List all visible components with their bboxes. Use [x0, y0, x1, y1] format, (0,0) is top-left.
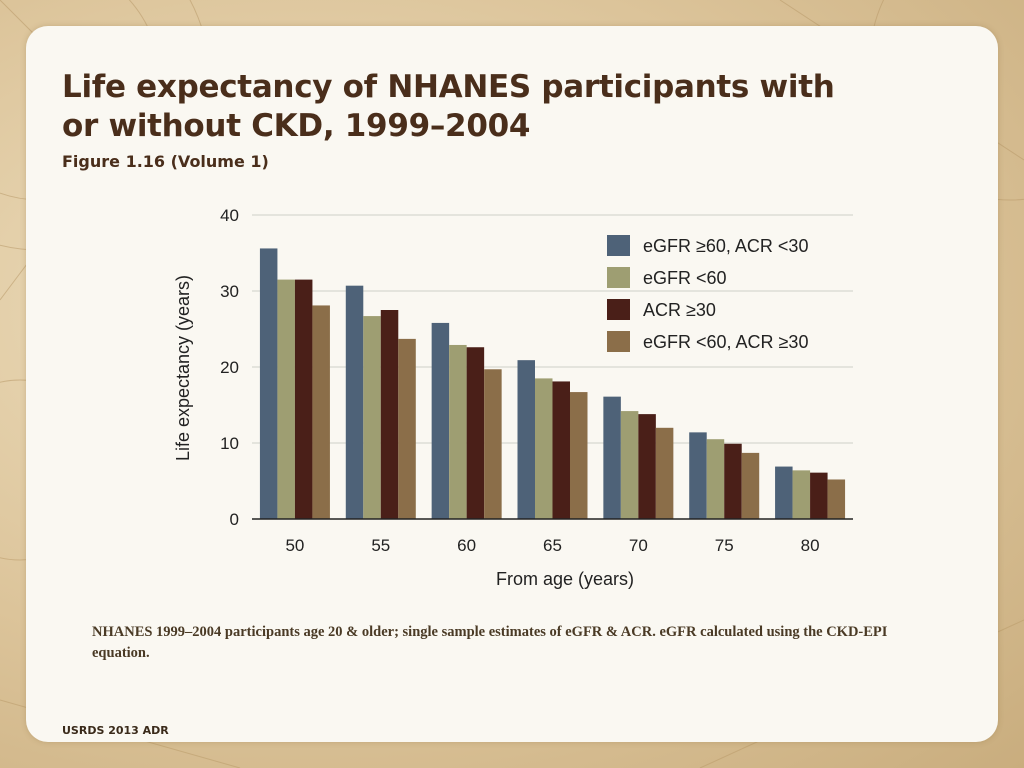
y-tick-label: 10 [220, 434, 239, 453]
bar [552, 381, 570, 519]
legend-swatch [607, 299, 630, 320]
legend-label: ACR ≥30 [643, 300, 716, 320]
bar [706, 439, 725, 519]
y-tick-label: 40 [220, 206, 239, 225]
bar [345, 285, 364, 519]
x-tick-label: 55 [371, 536, 390, 555]
y-tick-label: 0 [230, 510, 239, 529]
bar [484, 369, 502, 519]
bar [741, 452, 760, 519]
bar [259, 248, 278, 519]
x-tick-label: 65 [543, 536, 562, 555]
bar [689, 432, 707, 519]
slide-card [26, 26, 998, 742]
bar [603, 396, 621, 519]
x-tick-label: 75 [715, 536, 734, 555]
legend-swatch [607, 267, 630, 288]
footnote: NHANES 1999–2004 participants age 20 & o… [92, 624, 888, 661]
legend-label: eGFR <60 [643, 268, 727, 288]
bar [810, 472, 828, 519]
bar [775, 466, 793, 519]
bar [431, 322, 450, 519]
slide-title: Life expectancy of NHANES participants w… [62, 69, 835, 144]
bar [827, 479, 846, 519]
bar [792, 470, 811, 519]
source-footer: USRDS 2013 ADR [62, 724, 169, 737]
legend-label: eGFR ≥60, ACR <30 [643, 236, 808, 256]
bar [466, 347, 485, 519]
bar [535, 378, 553, 519]
x-tick-label: 70 [629, 536, 648, 555]
bar [277, 279, 295, 519]
legend: eGFR ≥60, ACR <30 eGFR <60 ACR ≥30 eGFR <60… [607, 235, 808, 352]
x-tick-label: 60 [457, 536, 476, 555]
bar [517, 360, 535, 519]
legend-label: eGFR <60, ACR ≥30 [643, 332, 808, 352]
legend-swatch [607, 331, 630, 352]
bar [398, 338, 416, 519]
x-tick-label: 50 [285, 536, 304, 555]
y-tick-label: 30 [220, 282, 239, 301]
bar [380, 310, 399, 519]
bar [638, 414, 656, 519]
figure-caption: Figure 1.16 (Volume 1) [62, 152, 269, 171]
bar [449, 344, 467, 519]
y-tick-label: 20 [220, 358, 239, 377]
bar [312, 305, 330, 519]
bar [363, 316, 381, 519]
bar [620, 411, 639, 519]
y-axis-label: Life expectancy (years) [173, 275, 193, 461]
legend-swatch [607, 235, 630, 256]
bar [294, 279, 313, 519]
bar [724, 443, 742, 519]
x-tick-label: 80 [801, 536, 820, 555]
bar [655, 427, 674, 519]
x-axis-label: From age (years) [496, 569, 634, 589]
bar [570, 392, 588, 519]
